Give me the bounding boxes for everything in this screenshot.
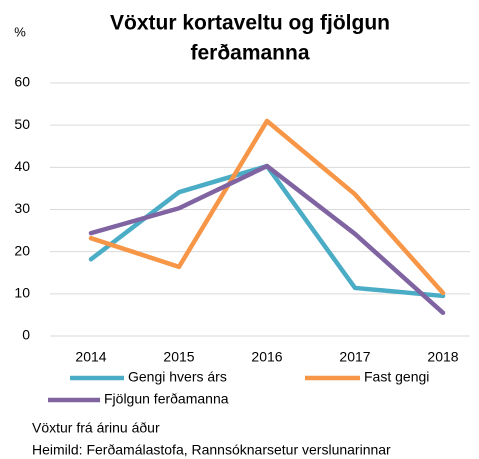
y-tick-label: 60: [14, 74, 30, 90]
y-tick-label: 40: [14, 158, 30, 174]
y-tick-label: 10: [14, 285, 30, 301]
y-tick-label: 0: [22, 327, 30, 343]
note: Heimild: Ferðamálastofa, Rannsóknarsetur…: [32, 442, 391, 458]
legend-label: Fjölgun ferðamanna: [104, 391, 229, 407]
legend-label: Gengi hvers árs: [128, 369, 227, 385]
x-tick-label: 2014: [75, 349, 106, 365]
x-tick-label: 2017: [339, 349, 370, 365]
y-axis-label: %: [14, 24, 26, 39]
line: [88, 163, 446, 316]
y-tick-label: 20: [14, 242, 30, 258]
note: Vöxtur frá árinu áður: [32, 420, 160, 436]
x-tick-label: 2016: [251, 349, 282, 365]
legend-label: Fast gengi: [364, 369, 429, 385]
x-tick-label: 2018: [427, 349, 458, 365]
y-tick-label: 50: [14, 116, 30, 132]
chart-title: ferðamanna: [190, 42, 309, 65]
x-tick-label: 2015: [163, 349, 194, 365]
line: [88, 118, 446, 296]
chart-title: Vöxtur kortaveltu og fjölgun: [110, 12, 390, 35]
y-tick-label: 30: [14, 200, 30, 216]
